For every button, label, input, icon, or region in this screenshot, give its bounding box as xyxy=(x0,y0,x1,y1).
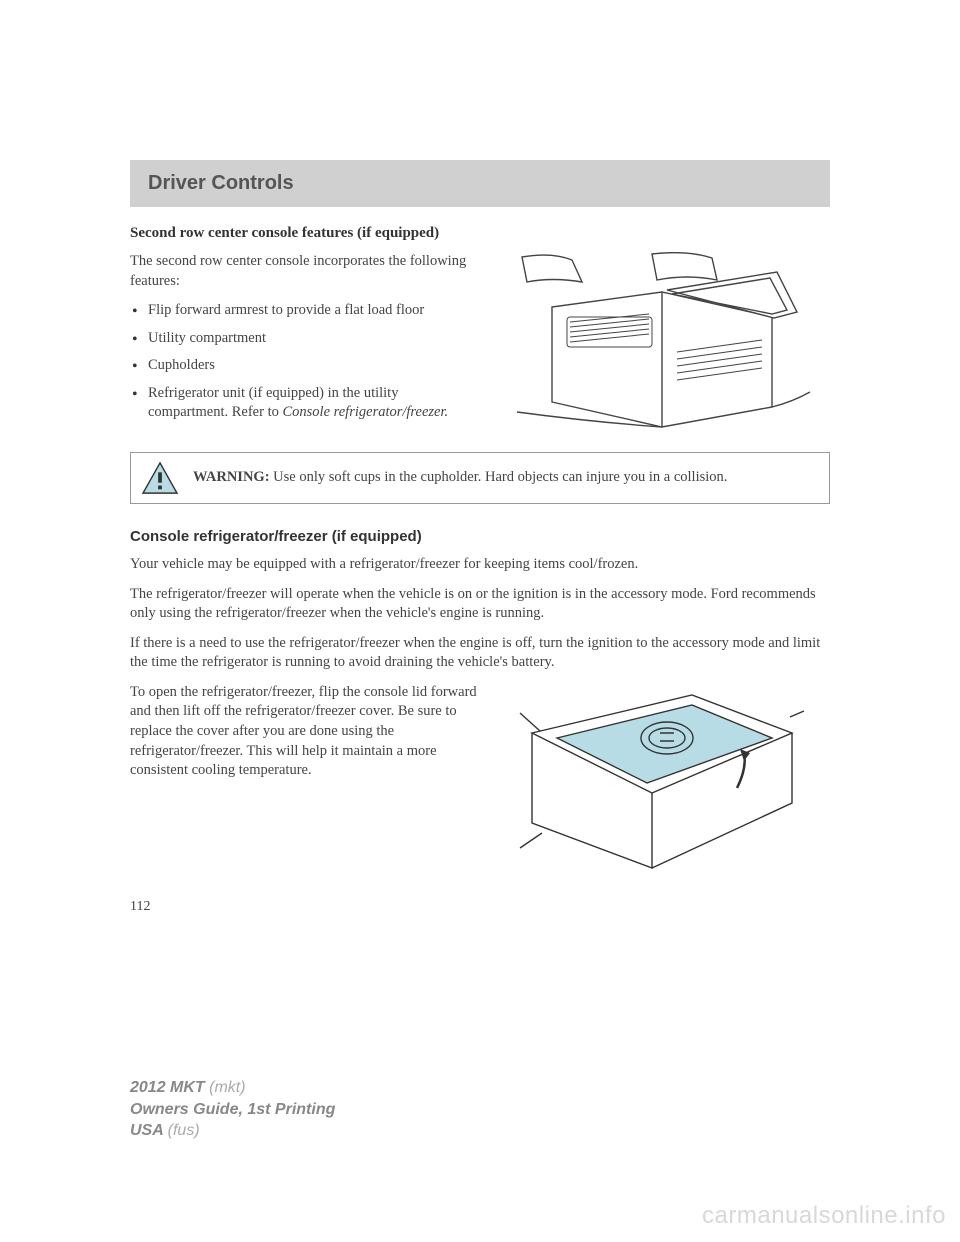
page-container: Driver Controls Second row center consol… xyxy=(0,0,960,915)
header-bar: Driver Controls xyxy=(130,160,830,207)
section2-p1: Your vehicle may be equipped with a refr… xyxy=(130,555,830,575)
warning-body: Use only soft cups in the cupholder. Har… xyxy=(270,469,728,485)
footer-block: 2012 MKT (mkt) Owners Guide, 1st Printin… xyxy=(130,1077,335,1142)
footer-line1: 2012 MKT (mkt) xyxy=(130,1077,335,1099)
section1-title: Second row center console features (if e… xyxy=(130,225,830,242)
bullet4-italic: Console refrigerator/freezer. xyxy=(282,404,448,420)
bullet-item: Refrigerator unit (if equipped) in the u… xyxy=(130,384,482,423)
warning-text: WARNING: Use only soft cups in the cupho… xyxy=(193,468,727,488)
section1-bullets: Flip forward armrest to provide a flat l… xyxy=(130,301,482,423)
bullet-item: Cupholders xyxy=(130,356,482,376)
footer-model: 2012 MKT xyxy=(130,1079,209,1096)
bullet-item: Utility compartment xyxy=(130,329,482,349)
section1-intro: The second row center console incorporat… xyxy=(130,252,482,291)
section2-layout: To open the refrigerator/freezer, flip t… xyxy=(130,683,830,873)
section2-text-col: To open the refrigerator/freezer, flip t… xyxy=(130,683,482,873)
footer-region: USA xyxy=(130,1122,168,1139)
section2-p2: The refrigerator/freezer will operate wh… xyxy=(130,585,830,624)
footer-code1: (mkt) xyxy=(209,1079,245,1096)
fridge-illustration xyxy=(494,683,830,873)
page-header-title: Driver Controls xyxy=(148,172,812,195)
warning-label: WARNING: xyxy=(193,469,270,485)
console-illustration xyxy=(494,252,830,432)
footer-line2: Owners Guide, 1st Printing xyxy=(130,1099,335,1121)
footer-code2: (fus) xyxy=(168,1122,200,1139)
section1-layout: The second row center console incorporat… xyxy=(130,252,830,432)
warning-icon xyxy=(141,461,179,495)
section1-text-col: The second row center console incorporat… xyxy=(130,252,482,432)
page-number: 112 xyxy=(130,899,830,915)
footer-line3: USA (fus) xyxy=(130,1120,335,1142)
section2-p3: If there is a need to use the refrigerat… xyxy=(130,634,830,673)
bullet-item: Flip forward armrest to provide a flat l… xyxy=(130,301,482,321)
warning-box: WARNING: Use only soft cups in the cupho… xyxy=(130,452,830,504)
section2-p4: To open the refrigerator/freezer, flip t… xyxy=(130,683,482,781)
watermark: carmanualsonline.info xyxy=(702,1202,946,1230)
section2-title: Console refrigerator/freezer (if equippe… xyxy=(130,528,830,545)
